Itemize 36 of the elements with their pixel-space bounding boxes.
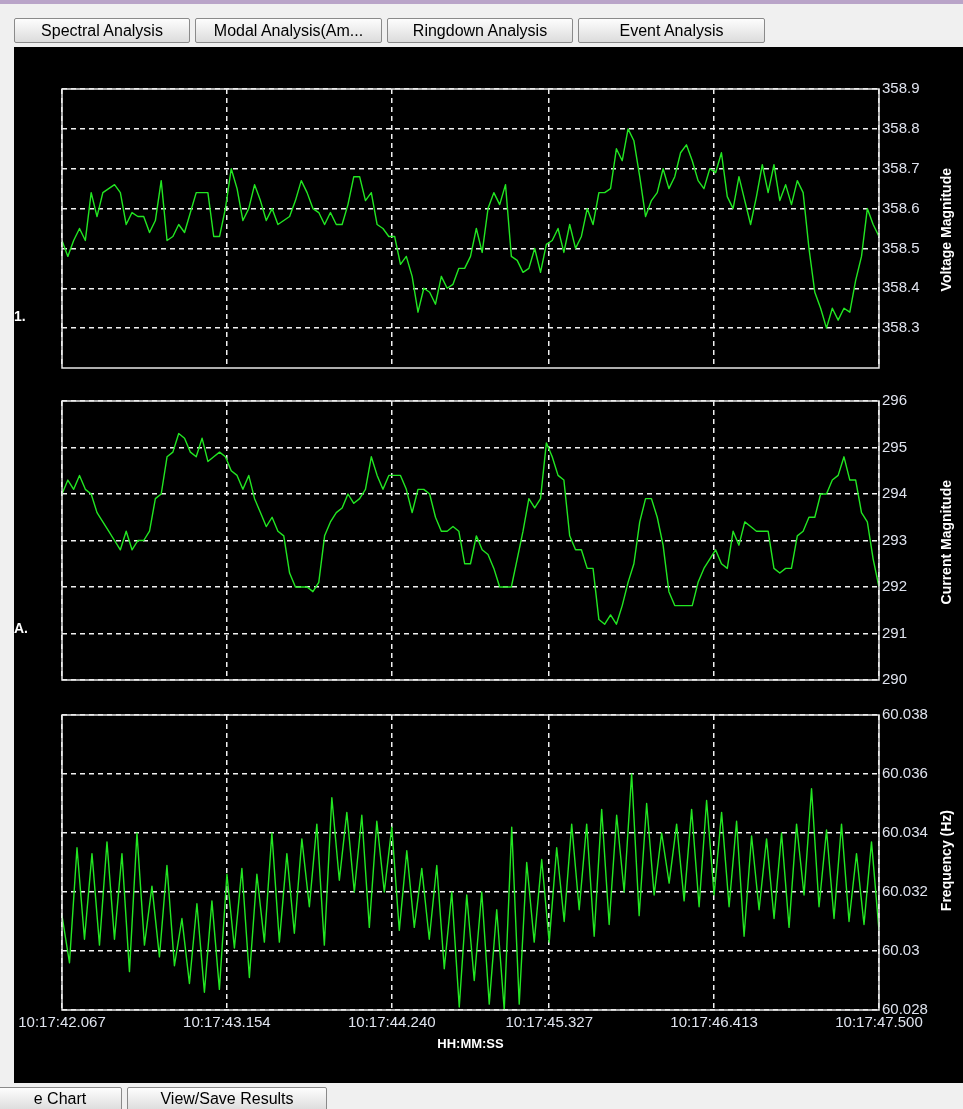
y-tick-label: 358.5 <box>882 238 920 256</box>
x-tick-label: 10:17:46.413 <box>670 1013 758 1031</box>
text: View/Save Results <box>160 1090 294 1108</box>
y-tick-label: 358.8 <box>882 119 920 136</box>
y-axis-title: Frequency (Hz) <box>938 810 954 912</box>
y-tick-label: 358.7 <box>882 158 920 176</box>
y-tick-label: 291 <box>882 623 908 641</box>
y-tick-label: 358.6 <box>882 198 920 216</box>
y-tick-label: 295 <box>882 437 908 455</box>
y-tick-label: 358.9 <box>882 79 920 97</box>
x-tick-label: 10:17:45.327 <box>505 1013 593 1031</box>
y-axis-title: Current Magnitude <box>938 479 954 605</box>
y-tick-label: 358.3 <box>882 318 920 336</box>
x-tick-label: 10:17:44.240 <box>348 1013 436 1031</box>
text: e Chart <box>33 1090 87 1108</box>
y-tick-label: 60.038 <box>882 705 928 723</box>
x-axis-title: HH:MM:SS <box>436 1036 505 1051</box>
y-tick-label: 294 <box>882 484 908 502</box>
x-tick-label: 10:17:42.067 <box>18 1013 106 1031</box>
y-tick-label: 60.032 <box>882 882 928 900</box>
y-tick-label: 292 <box>882 577 908 595</box>
y-axis-title: Voltage Magnitude <box>938 168 954 292</box>
text: Spectral Analysis <box>41 21 163 40</box>
text: Ringdown Analysis <box>412 21 548 40</box>
y-tick-label: 60.036 <box>882 764 928 782</box>
y-tick-label: 60.03 <box>882 941 920 959</box>
y-tick-label: 60.034 <box>882 823 928 841</box>
y-tick-label: 296 <box>882 391 908 409</box>
text: A. <box>14 619 28 636</box>
x-tick-label: 10:17:43.154 <box>183 1013 271 1031</box>
y-tick-label: 293 <box>882 530 908 548</box>
text: Modal Analysis(Am... <box>213 21 364 40</box>
text: Event Analysis <box>619 21 724 40</box>
text: 1. <box>14 307 26 324</box>
y-tick-label: 290 <box>882 670 908 688</box>
y-tick-label: 358.4 <box>882 278 920 296</box>
